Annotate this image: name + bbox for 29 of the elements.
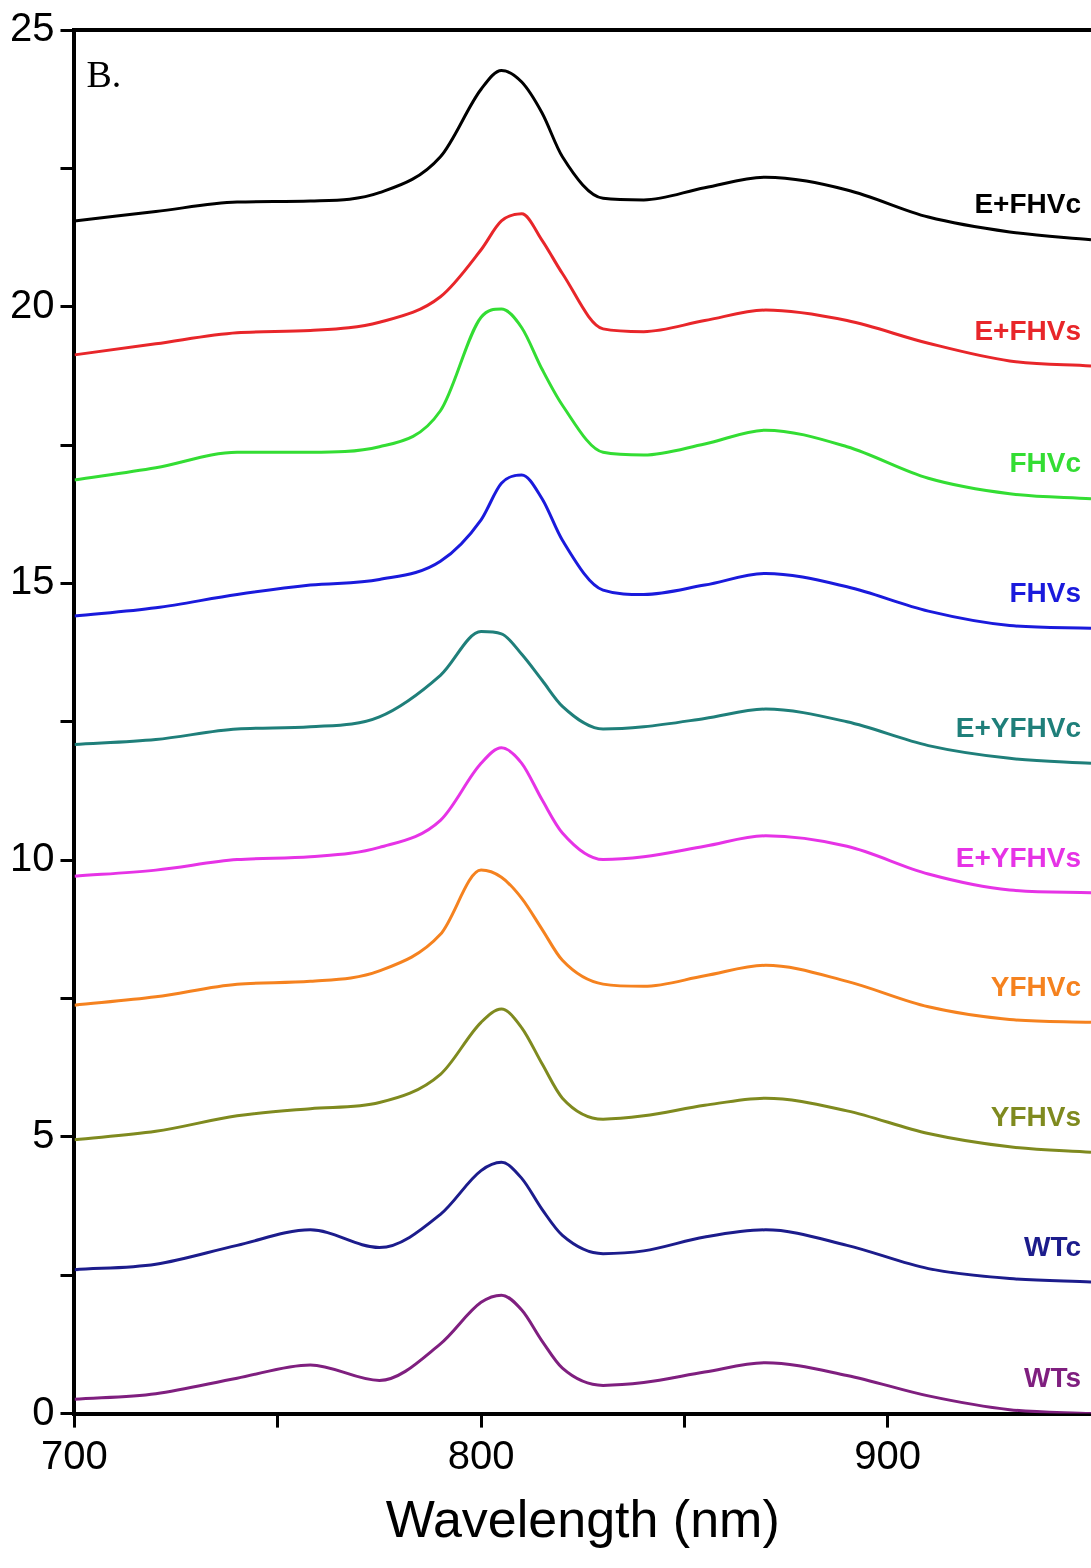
series-label: FHVc <box>1009 447 1081 479</box>
line-series <box>74 868 1091 1024</box>
x-axis-title: Wavelength (nm) <box>385 1490 780 1549</box>
line-series <box>74 1007 1091 1154</box>
series-label: WTc <box>1023 1230 1081 1262</box>
series-label: E+YFHVs <box>955 841 1081 873</box>
series-label: E+YFHVc <box>955 712 1081 744</box>
series-label: WTs <box>1023 1362 1081 1394</box>
line-series <box>74 1160 1091 1284</box>
x-tick-label: 700 <box>41 1432 108 1477</box>
series-label: FHVs <box>1009 576 1081 608</box>
y-tick-label: 0 <box>32 1388 55 1433</box>
line-series <box>74 746 1091 895</box>
x-tick-label: 900 <box>854 1432 922 1477</box>
y-tick-label: 10 <box>9 835 55 880</box>
series-label: YFHVs <box>990 1101 1081 1133</box>
y-tick-label: 20 <box>9 281 55 326</box>
series-label: YFHVc <box>990 971 1081 1003</box>
annotation: B. <box>86 52 122 95</box>
line-series <box>74 212 1091 368</box>
line-series <box>74 630 1091 765</box>
y-tick-label: 25 <box>9 5 55 50</box>
line-series <box>74 307 1091 501</box>
series-label: E+FHVc <box>974 188 1081 220</box>
y-tick-label: 5 <box>32 1111 55 1156</box>
line-series <box>74 473 1091 630</box>
series-label: E+FHVs <box>974 314 1081 346</box>
y-tick-label: 15 <box>9 558 55 603</box>
x-tick-label: 800 <box>447 1432 515 1477</box>
